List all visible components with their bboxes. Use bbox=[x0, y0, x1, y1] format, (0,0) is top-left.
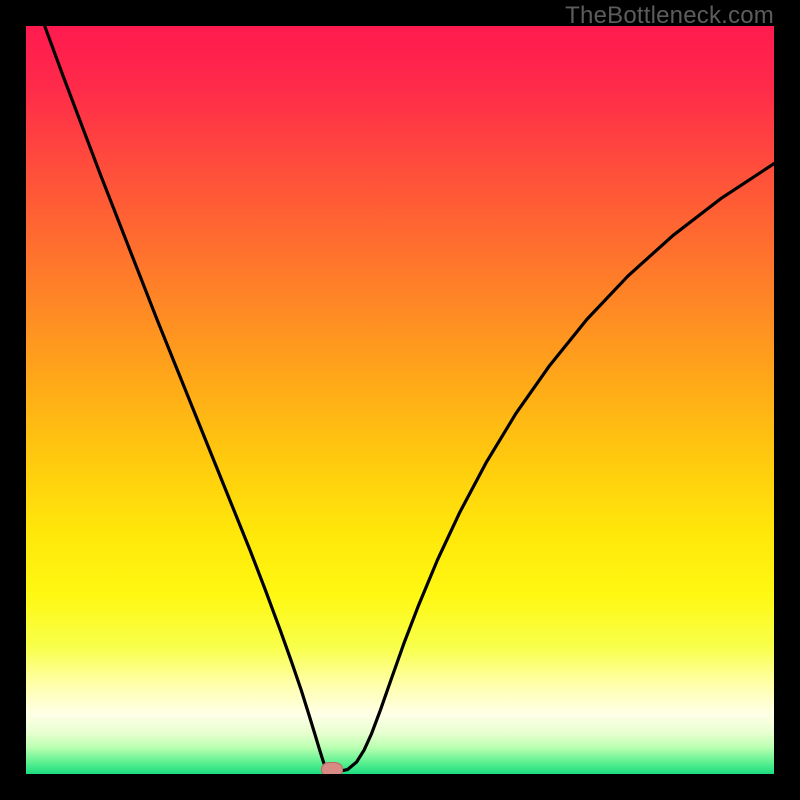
plot-area bbox=[26, 26, 774, 774]
bottleneck-curve bbox=[26, 26, 774, 774]
optimal-point-marker bbox=[321, 762, 343, 774]
